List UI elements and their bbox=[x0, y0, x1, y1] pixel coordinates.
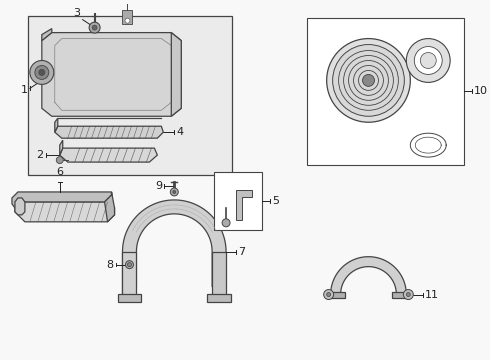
Circle shape bbox=[333, 45, 404, 116]
Text: 4: 4 bbox=[176, 127, 183, 137]
Circle shape bbox=[39, 69, 45, 76]
Text: 3: 3 bbox=[74, 8, 81, 18]
Polygon shape bbox=[331, 257, 406, 294]
Circle shape bbox=[125, 18, 130, 23]
Circle shape bbox=[30, 60, 54, 84]
Polygon shape bbox=[15, 198, 25, 215]
Polygon shape bbox=[12, 192, 112, 208]
Text: 1: 1 bbox=[21, 85, 28, 95]
Text: 6: 6 bbox=[56, 167, 63, 177]
Text: 7: 7 bbox=[238, 247, 245, 257]
Circle shape bbox=[125, 261, 133, 269]
Polygon shape bbox=[55, 118, 58, 132]
Polygon shape bbox=[207, 293, 231, 302]
Polygon shape bbox=[42, 28, 52, 41]
Circle shape bbox=[35, 66, 49, 80]
Polygon shape bbox=[122, 252, 136, 297]
Polygon shape bbox=[42, 33, 181, 116]
Circle shape bbox=[406, 39, 450, 82]
Bar bbox=[307, 18, 464, 165]
Polygon shape bbox=[327, 292, 344, 297]
Polygon shape bbox=[60, 148, 157, 162]
Circle shape bbox=[171, 188, 178, 196]
Circle shape bbox=[363, 75, 374, 86]
Bar bbox=[122, 10, 132, 24]
Text: 8: 8 bbox=[106, 260, 114, 270]
Polygon shape bbox=[60, 140, 63, 155]
Text: 11: 11 bbox=[425, 289, 439, 300]
Circle shape bbox=[327, 39, 410, 122]
Circle shape bbox=[56, 157, 63, 163]
Text: 5: 5 bbox=[272, 196, 279, 206]
Polygon shape bbox=[236, 190, 252, 220]
Circle shape bbox=[127, 263, 131, 267]
Circle shape bbox=[327, 293, 331, 297]
Circle shape bbox=[415, 46, 442, 75]
Circle shape bbox=[406, 293, 410, 297]
Polygon shape bbox=[392, 292, 410, 297]
Circle shape bbox=[324, 289, 334, 300]
Circle shape bbox=[420, 53, 436, 68]
Polygon shape bbox=[118, 293, 142, 302]
Polygon shape bbox=[122, 200, 226, 297]
Circle shape bbox=[173, 190, 176, 193]
Circle shape bbox=[89, 22, 100, 33]
Polygon shape bbox=[172, 33, 181, 116]
Text: 10: 10 bbox=[474, 86, 488, 96]
Circle shape bbox=[403, 289, 413, 300]
Polygon shape bbox=[104, 192, 115, 222]
Text: 2: 2 bbox=[36, 150, 43, 160]
Polygon shape bbox=[15, 202, 115, 222]
Circle shape bbox=[92, 25, 97, 30]
Bar bbox=[214, 172, 262, 230]
Circle shape bbox=[222, 219, 230, 227]
Text: 9: 9 bbox=[155, 181, 162, 191]
Polygon shape bbox=[212, 252, 226, 297]
Bar bbox=[28, 16, 232, 175]
Polygon shape bbox=[55, 126, 163, 138]
